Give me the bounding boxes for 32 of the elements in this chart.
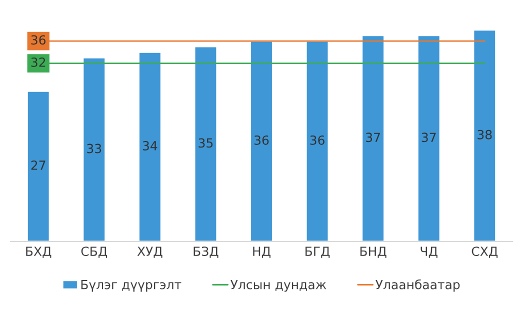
bar [305,40,330,242]
bar [82,57,106,242]
data-label: 36 [254,135,269,145]
data-label: 33 [87,144,102,154]
data-label: 38 [478,130,492,140]
x-tick-label: ХУД [137,246,162,258]
x-tick-label: БГД [306,246,330,258]
x-tick-label: СБД [81,246,108,258]
data-label: 34 [142,141,158,150]
x-tick-label: СХД [472,246,498,258]
legend-label: Бүлэг дүүргэлт [81,280,182,292]
data-label: 36 [31,35,46,45]
data-label: 37 [366,132,380,142]
data-label: 35 [198,138,213,148]
legend-label: Улсын дундаж [230,280,326,292]
bar [417,34,441,242]
x-tick-label: НД [253,246,270,258]
bar [26,90,50,242]
data-label: 37 [422,132,436,142]
x-tick-label: БНД [360,246,386,258]
data-label: 36 [310,135,324,145]
bar [361,34,385,242]
x-tick-label: БЗД [194,246,218,258]
legend-label: Улаанбаатар [376,279,460,292]
bar [250,40,274,242]
data-label: 32 [31,57,46,67]
bar [138,51,162,242]
bar [472,29,496,242]
data-label: 27 [31,160,46,170]
x-tick-label: ЧД [420,246,438,258]
x-tick-label: БХД [26,246,52,258]
bar [194,46,218,242]
